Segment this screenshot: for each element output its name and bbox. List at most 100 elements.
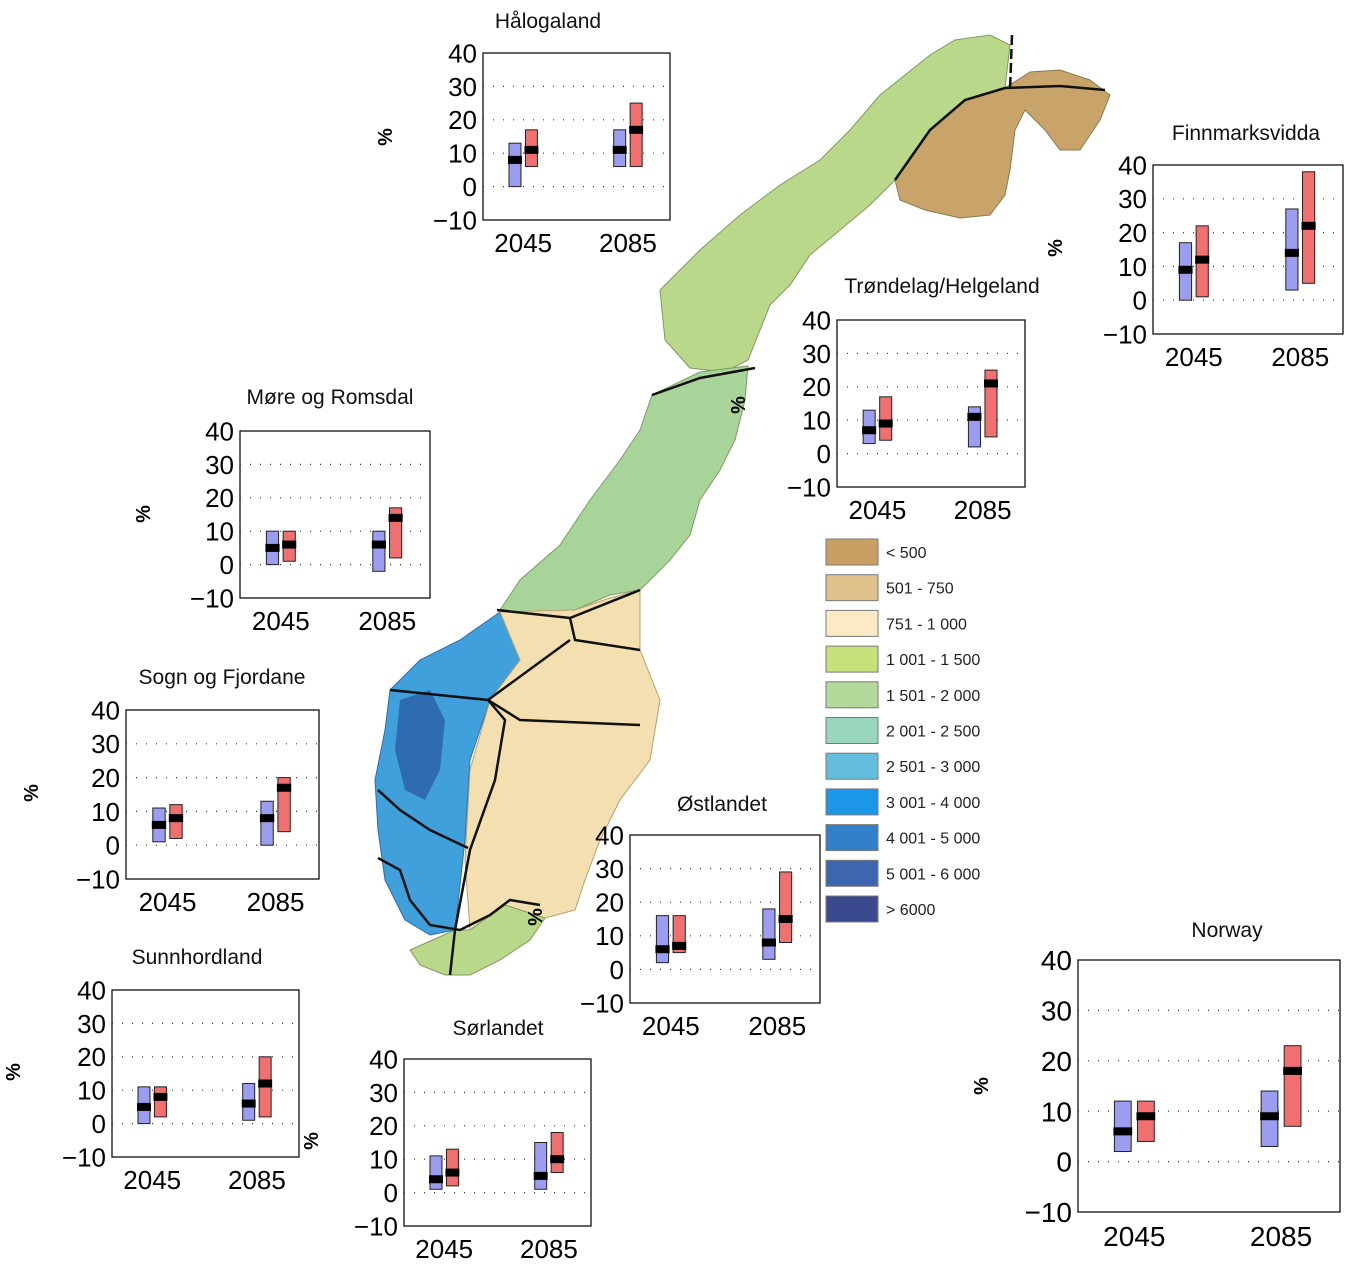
y-tick-label: 10	[1041, 1096, 1072, 1127]
box-blue	[260, 800, 274, 846]
median-marker	[983, 379, 998, 388]
chart-title: Sørlandet	[452, 1017, 543, 1040]
box-red	[779, 871, 793, 944]
median-marker	[1113, 1127, 1133, 1136]
y-tick-label: 10	[448, 139, 477, 169]
boundary-sorland	[377, 856, 541, 932]
y-tick-label: 10	[205, 517, 234, 547]
y-tick-label: 10	[802, 406, 831, 436]
y-tick-label: 20	[369, 1111, 398, 1141]
box-red	[153, 1086, 167, 1118]
chart-title: Hålogaland	[495, 10, 601, 33]
y-tick-label: 30	[595, 854, 624, 884]
median-marker	[1301, 221, 1316, 230]
median-marker	[1178, 265, 1193, 274]
y-tick-label: −10	[433, 205, 477, 235]
y-tick-label: 20	[77, 1042, 106, 1072]
median-marker	[445, 1168, 460, 1177]
y-tick-label: 0	[384, 1178, 398, 1208]
y-tick-label: 40	[369, 1044, 398, 1074]
y-axis-label: %	[21, 784, 43, 802]
y-axis-label: %	[133, 505, 155, 523]
x-tick-label: 2045	[123, 1165, 181, 1195]
legend-label: 1 001 - 1 500	[886, 652, 980, 669]
y-tick-label: 0	[1133, 286, 1147, 316]
x-tick-label: 2085	[228, 1165, 286, 1195]
y-axis-label: %	[525, 908, 547, 926]
y-tick-label: −10	[190, 583, 234, 613]
map-region-west-dark	[395, 690, 445, 800]
median-marker	[524, 145, 539, 154]
box-red	[1136, 1100, 1155, 1142]
median-marker	[1136, 1112, 1156, 1121]
y-tick-label: 20	[205, 483, 234, 513]
box-blue	[534, 1142, 548, 1190]
chart-title: Sogn og Fjordane	[139, 666, 306, 689]
median-marker	[259, 814, 275, 823]
median-marker	[967, 412, 982, 421]
boundary-sogn	[568, 617, 641, 652]
median-marker	[672, 941, 687, 950]
y-tick-label: 0	[610, 955, 624, 985]
legend-label: < 500	[886, 545, 927, 562]
y-tick-label: 40	[1118, 150, 1147, 180]
x-tick-label: 2085	[1271, 342, 1329, 372]
median-marker	[388, 513, 403, 522]
median-marker	[428, 1175, 443, 1184]
legend-swatch	[825, 752, 879, 780]
legend-swatch	[825, 895, 879, 923]
legend-swatch	[825, 645, 879, 673]
y-tick-label: 30	[77, 1009, 106, 1039]
y-axis-label: %	[301, 1132, 323, 1150]
y-tick-label: 10	[369, 1145, 398, 1175]
chart-title: Trøndelag/Helgeland	[844, 275, 1039, 298]
median-marker	[241, 1099, 256, 1108]
x-tick-label: 2045	[642, 1011, 700, 1041]
x-tick-label: 2045	[1103, 1221, 1165, 1252]
legend-label: > 6000	[886, 902, 935, 919]
box-red	[550, 1131, 564, 1174]
boundary-west	[448, 699, 507, 976]
legend-label: 2 501 - 3 000	[886, 759, 980, 776]
box-red	[445, 1148, 459, 1187]
median-marker	[778, 915, 793, 923]
median-marker	[629, 125, 644, 134]
y-tick-label: 30	[802, 339, 831, 369]
y-tick-label: 40	[595, 820, 624, 850]
boundary-sunnhordland	[377, 789, 469, 850]
x-tick-label: 2085	[358, 606, 416, 636]
legend-swatch	[825, 717, 879, 744]
y-tick-label: −10	[1025, 1197, 1073, 1228]
legend-label: 2 001 - 2 500	[886, 724, 980, 741]
y-axis-label: %	[971, 1077, 993, 1095]
y-tick-label: −10	[354, 1211, 398, 1241]
legend-swatch	[825, 788, 879, 816]
legend-label: 5 001 - 6 000	[886, 866, 980, 883]
elevation-legend: < 500 501 - 750 751 - 1 000 1 001 - 1 500 1 …	[825, 538, 980, 923]
y-axis-label: %	[375, 128, 397, 146]
map-region-finnmark	[894, 69, 1111, 219]
legend-swatch	[825, 859, 879, 887]
legend-label: 751 - 1 000	[886, 616, 967, 633]
median-marker	[507, 155, 522, 164]
region-boundaries	[377, 34, 1106, 976]
box-blue	[508, 142, 522, 188]
y-tick-label: 0	[463, 172, 477, 202]
median-marker	[1284, 248, 1299, 257]
x-tick-label: 2085	[247, 887, 305, 917]
y-tick-label: 10	[77, 1076, 106, 1106]
y-tick-label: 30	[369, 1078, 398, 1108]
boundary-trondelag	[651, 366, 756, 397]
y-tick-label: 30	[91, 729, 120, 759]
median-marker	[265, 543, 280, 552]
box-red	[879, 396, 893, 441]
y-tick-label: −10	[1103, 319, 1147, 349]
y-tick-label: 0	[817, 439, 831, 469]
norway-map	[374, 34, 1111, 976]
legend-swatch	[825, 574, 879, 602]
y-tick-label: 20	[802, 372, 831, 402]
